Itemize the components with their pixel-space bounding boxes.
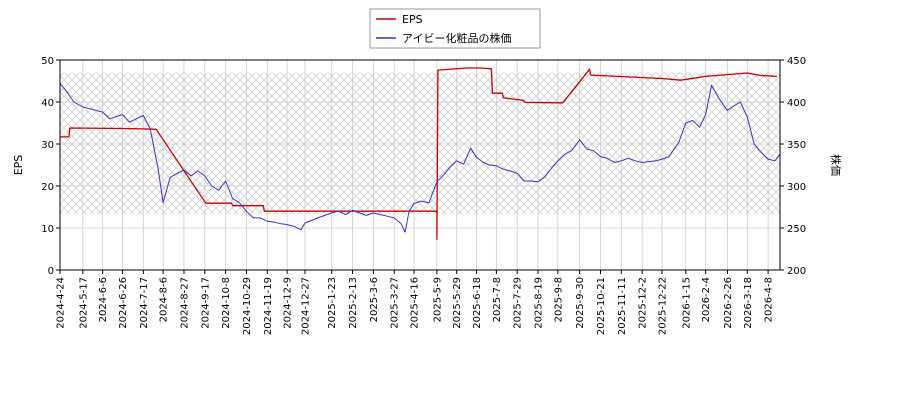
x-tick-label-1: 2024-5-17	[78, 277, 89, 329]
x-tick-label-20: 2025-6-18	[472, 277, 483, 329]
legend: EPS アイビー化粧品の株価	[369, 8, 541, 49]
x-tick-label-34: 2026-4-8	[764, 277, 775, 322]
y-right-axis-title: 株価	[829, 154, 843, 176]
x-tick-label-32: 2026-2-26	[723, 277, 734, 329]
x-tick-label-0: 2024-4-24	[56, 277, 67, 329]
x-tick-label-5: 2024-8-6	[159, 277, 170, 322]
legend-label-price: アイビー化粧品の株価	[402, 31, 511, 45]
x-tick-label-30: 2026-1-15	[681, 277, 692, 329]
legend-label-eps: EPS	[402, 13, 423, 26]
series-line-eps	[60, 67, 778, 240]
x-tick-label-28: 2025-12-2	[638, 277, 649, 329]
y-right-tick-label-5: 450	[787, 56, 806, 67]
y-right-tick-label-0: 200	[787, 266, 806, 277]
x-tick-label-23: 2025-8-19	[534, 277, 545, 329]
y-left-tick-label-4: 40	[41, 98, 54, 109]
x-tick-label-13: 2025-1-23	[327, 277, 338, 329]
x-tick-label-26: 2025-10-21	[596, 277, 607, 335]
x-tick-label-14: 2025-2-13	[348, 277, 359, 329]
x-tick-label-24: 2025-9-8	[553, 277, 564, 322]
series-layer	[60, 67, 780, 240]
x-tick-label-2: 2024-6-6	[98, 277, 109, 322]
grid-lines	[59, 59, 780, 271]
legend-box	[369, 8, 541, 49]
series-line-price	[60, 83, 780, 233]
y-left-axis-title: EPS	[12, 155, 25, 176]
x-tick-label-17: 2025-4-16	[410, 277, 421, 329]
x-tick-label-29: 2025-12-22	[657, 277, 668, 335]
y-left-tick-label-0: 0	[48, 266, 54, 277]
y-right-tick-label-1: 250	[787, 224, 806, 235]
y-right-tick-label-2: 300	[787, 182, 806, 193]
x-tick-label-9: 2024-10-29	[242, 277, 253, 335]
x-tick-label-12: 2024-12-27	[300, 277, 311, 335]
y-right-tick-label-4: 400	[787, 98, 806, 109]
shaded-band	[60, 72, 780, 215]
y-left-tick-label-3: 30	[41, 140, 54, 151]
x-tick-label-21: 2025-7-8	[492, 277, 503, 322]
x-tick-label-4: 2024-7-17	[139, 277, 150, 329]
x-tick-label-3: 2024-6-26	[118, 277, 129, 329]
x-tick-label-16: 2025-3-27	[390, 277, 401, 329]
y-left-tick-label-2: 20	[41, 182, 54, 193]
x-tick-label-11: 2024-12-9	[283, 277, 294, 329]
plot-frame	[59, 59, 781, 271]
x-tick-label-31: 2026-2-4	[701, 277, 712, 322]
x-tick-label-27: 2025-11-11	[617, 277, 628, 335]
y-right-tick-label-3: 350	[787, 140, 806, 151]
x-tick-label-8: 2024-10-8	[221, 277, 232, 329]
x-tick-label-18: 2025-5-9	[432, 277, 443, 322]
x-tick-label-10: 2024-11-19	[263, 277, 274, 335]
x-tick-label-6: 2024-8-27	[179, 277, 190, 329]
x-tick-label-33: 2026-3-18	[743, 277, 754, 329]
x-tick-label-22: 2025-7-29	[513, 277, 524, 329]
x-tick-label-7: 2024-9-17	[200, 277, 211, 329]
x-tick-label-19: 2025-5-29	[452, 277, 463, 329]
y-left-tick-label-5: 50	[41, 56, 54, 67]
x-tick-label-15: 2025-3-6	[369, 277, 380, 322]
y-left-tick-label-1: 10	[41, 224, 54, 235]
axes-layer: 0 10 20 30 40 50 200 250 300 350 400 450 2024-4-24 20…	[41, 56, 806, 335]
x-tick-label-25: 2025-9-30	[575, 277, 586, 329]
